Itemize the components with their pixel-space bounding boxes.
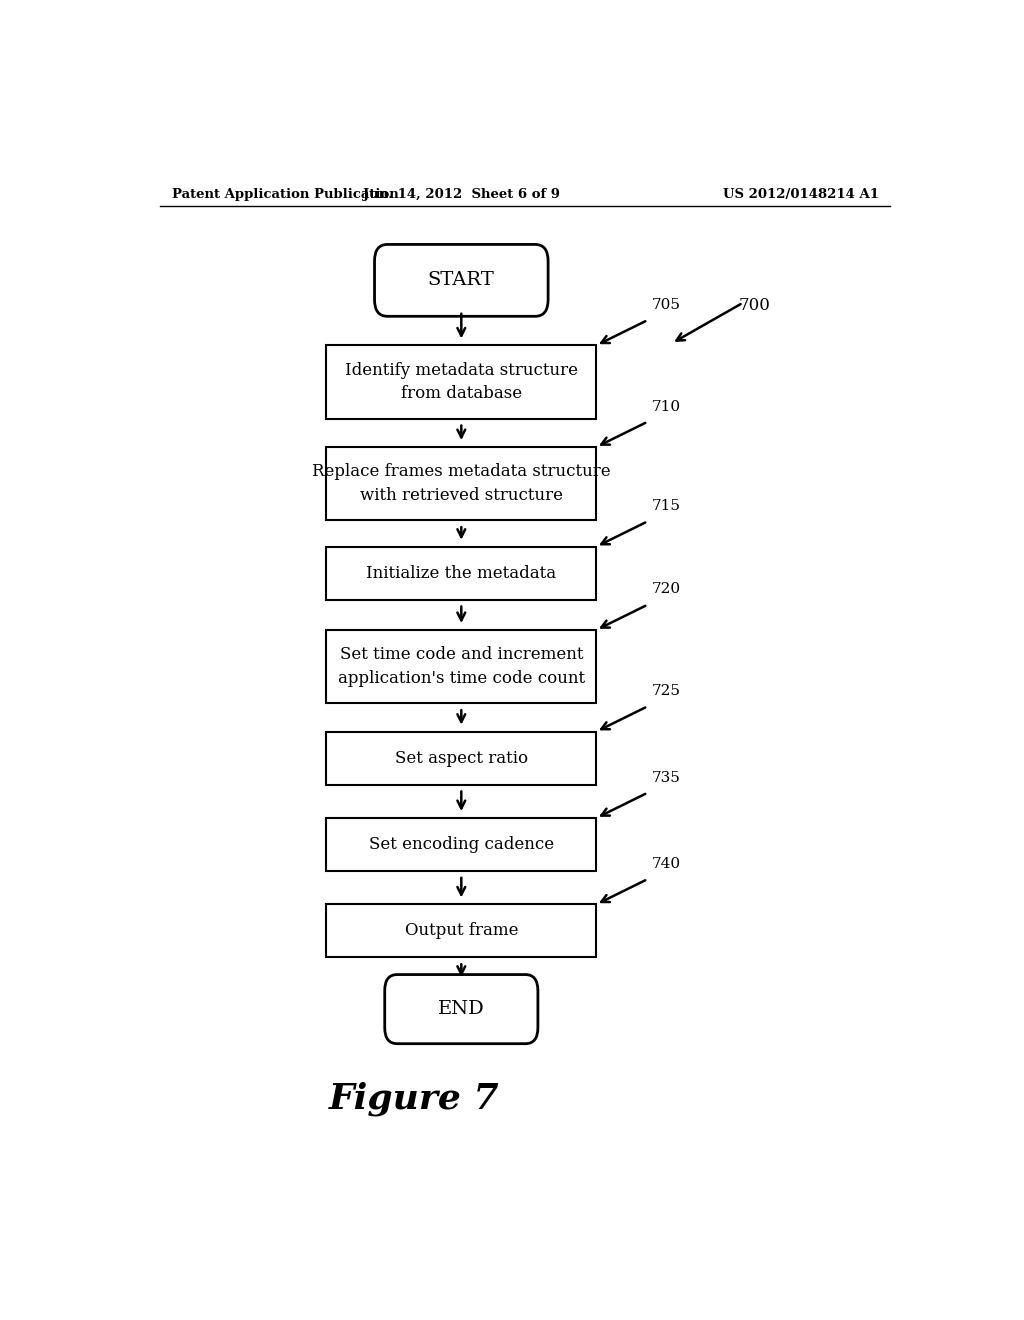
Text: 705: 705 <box>652 298 681 312</box>
Bar <box>327 447 596 520</box>
Text: 710: 710 <box>652 400 681 413</box>
Bar <box>327 731 596 784</box>
Bar <box>327 818 596 871</box>
Bar <box>327 904 596 957</box>
Text: Figure 7: Figure 7 <box>329 1081 499 1115</box>
Text: 720: 720 <box>652 582 681 597</box>
Text: Set aspect ratio: Set aspect ratio <box>394 750 528 767</box>
Text: 700: 700 <box>739 297 771 314</box>
Text: 715: 715 <box>652 499 681 513</box>
Bar <box>327 346 596 418</box>
Text: 740: 740 <box>652 857 681 871</box>
Text: Set time code and increment
application's time code count: Set time code and increment application'… <box>338 647 585 686</box>
Text: Jun. 14, 2012  Sheet 6 of 9: Jun. 14, 2012 Sheet 6 of 9 <box>362 189 560 202</box>
Text: 735: 735 <box>652 771 681 784</box>
Text: Replace frames metadata structure
with retrieved structure: Replace frames metadata structure with r… <box>312 463 610 504</box>
Text: END: END <box>438 1001 484 1018</box>
Text: Initialize the metadata: Initialize the metadata <box>367 565 556 582</box>
Bar <box>327 546 596 599</box>
Text: 725: 725 <box>652 684 681 698</box>
Bar <box>327 630 596 704</box>
Text: Output frame: Output frame <box>404 923 518 940</box>
Text: Patent Application Publication: Patent Application Publication <box>172 189 398 202</box>
FancyBboxPatch shape <box>385 974 538 1044</box>
Text: START: START <box>428 272 495 289</box>
Text: US 2012/0148214 A1: US 2012/0148214 A1 <box>723 189 880 202</box>
Text: Set encoding cadence: Set encoding cadence <box>369 836 554 853</box>
FancyBboxPatch shape <box>375 244 548 317</box>
Text: Identify metadata structure
from database: Identify metadata structure from databas… <box>345 362 578 403</box>
